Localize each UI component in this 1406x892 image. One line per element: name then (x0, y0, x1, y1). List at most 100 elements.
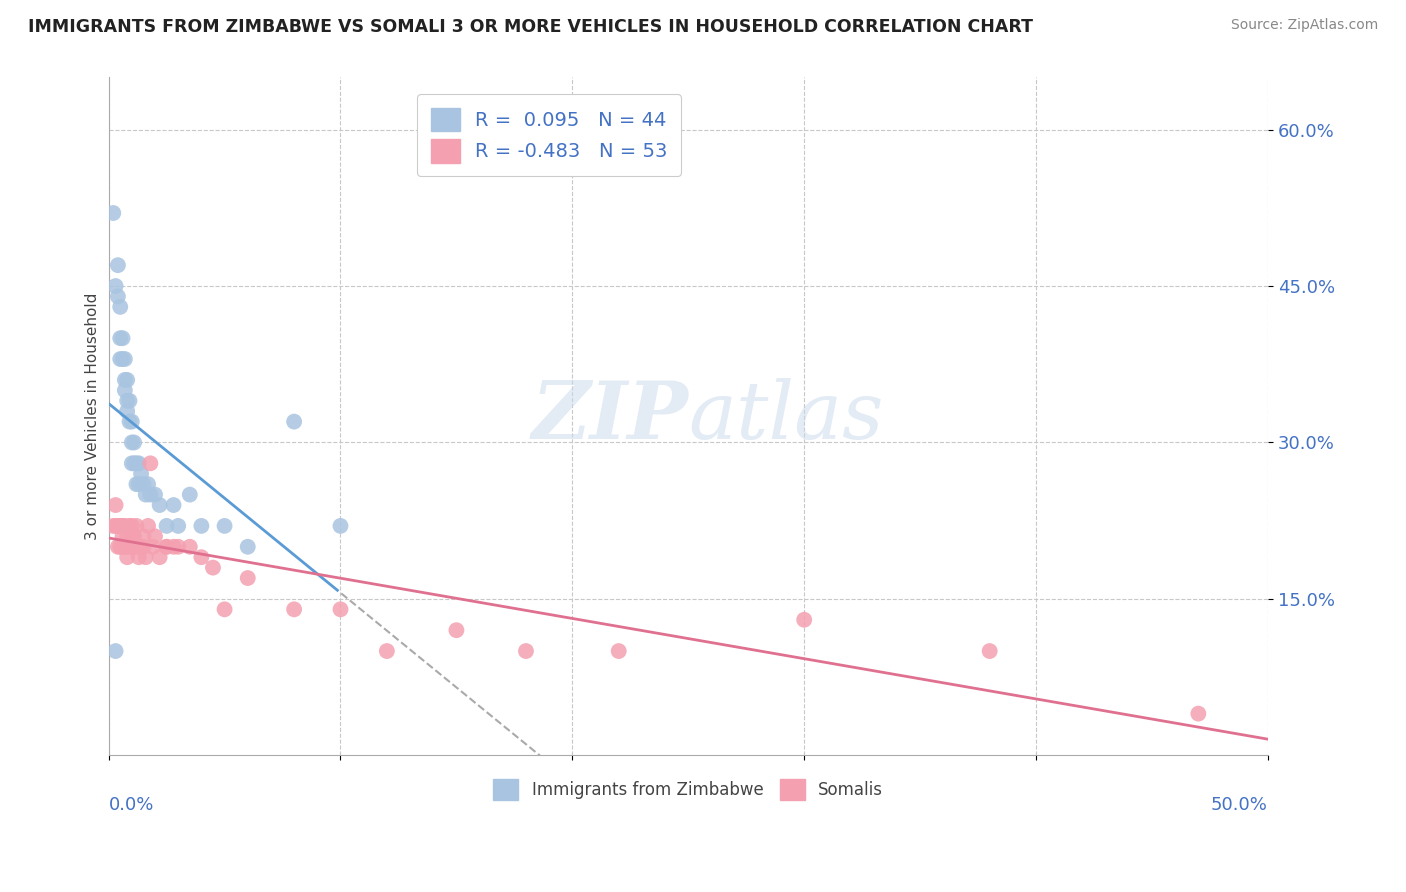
Point (155, 519, 177, 533)
Point (115, 373, 138, 387)
Point (128, 550, 150, 565)
Point (111, 540, 134, 554)
Point (149, 550, 172, 565)
Point (162, 540, 184, 554)
Point (107, 289, 129, 303)
Point (179, 488, 201, 502)
Point (114, 373, 136, 387)
Point (179, 540, 201, 554)
Point (121, 519, 143, 533)
Point (329, 602, 352, 616)
Point (143, 529, 166, 543)
Point (122, 540, 145, 554)
Point (118, 393, 141, 408)
Point (375, 644, 398, 658)
Point (139, 488, 162, 502)
Point (103, 519, 125, 533)
Point (329, 519, 352, 533)
Point (129, 467, 152, 481)
Point (125, 477, 148, 491)
Point (607, 644, 630, 658)
Point (135, 488, 157, 502)
Point (128, 456, 150, 470)
Point (104, 279, 127, 293)
Point (125, 456, 148, 470)
Text: 50.0%: 50.0% (1211, 796, 1268, 814)
Point (115, 529, 138, 543)
Point (114, 384, 136, 398)
Point (128, 477, 150, 491)
Point (122, 435, 145, 450)
Point (110, 331, 132, 345)
Point (190, 519, 212, 533)
Point (1187, 706, 1209, 721)
Point (236, 571, 259, 585)
Point (125, 519, 148, 533)
Point (114, 540, 136, 554)
Point (110, 519, 132, 533)
Point (167, 519, 190, 533)
Point (115, 550, 138, 565)
Point (111, 529, 134, 543)
Point (132, 540, 155, 554)
Point (114, 352, 136, 367)
Point (283, 602, 305, 616)
Point (129, 540, 152, 554)
Point (107, 258, 129, 272)
Point (136, 519, 159, 533)
Point (162, 498, 184, 512)
Point (979, 644, 1001, 658)
Point (121, 456, 143, 470)
Point (104, 519, 127, 533)
Point (236, 540, 259, 554)
Point (110, 352, 132, 367)
Point (103, 206, 125, 220)
Y-axis label: 3 or more Vehicles in Household: 3 or more Vehicles in Household (86, 293, 100, 540)
Point (201, 560, 224, 574)
Point (111, 519, 134, 533)
Point (142, 540, 165, 554)
Point (104, 644, 127, 658)
Point (110, 300, 132, 314)
Point (107, 519, 129, 533)
Point (110, 540, 132, 554)
Point (121, 529, 143, 543)
Point (122, 529, 145, 543)
Point (446, 623, 468, 637)
Point (283, 415, 305, 429)
Legend: Immigrants from Zimbabwe, Somalis: Immigrants from Zimbabwe, Somalis (485, 771, 891, 808)
Point (515, 644, 537, 658)
Text: Source: ZipAtlas.com: Source: ZipAtlas.com (1230, 18, 1378, 32)
Point (793, 613, 815, 627)
Point (155, 540, 177, 554)
Point (115, 393, 138, 408)
Point (115, 404, 138, 418)
Point (190, 550, 212, 565)
Point (111, 331, 134, 345)
Point (143, 488, 166, 502)
Text: ZIP: ZIP (531, 377, 689, 455)
Point (136, 477, 159, 491)
Point (132, 477, 155, 491)
Point (107, 540, 129, 554)
Point (135, 550, 157, 565)
Point (111, 352, 134, 367)
Point (121, 415, 143, 429)
Point (118, 540, 141, 554)
Point (104, 498, 127, 512)
Point (110, 519, 132, 533)
Point (167, 540, 190, 554)
Point (114, 519, 136, 533)
Point (111, 519, 134, 533)
Point (214, 602, 236, 616)
Point (121, 435, 143, 450)
Point (132, 529, 155, 543)
Point (118, 415, 141, 429)
Point (149, 498, 172, 512)
Point (118, 519, 141, 533)
Point (121, 540, 143, 554)
Point (155, 540, 177, 554)
Point (214, 519, 236, 533)
Text: atlas: atlas (689, 377, 883, 455)
Text: 0.0%: 0.0% (108, 796, 155, 814)
